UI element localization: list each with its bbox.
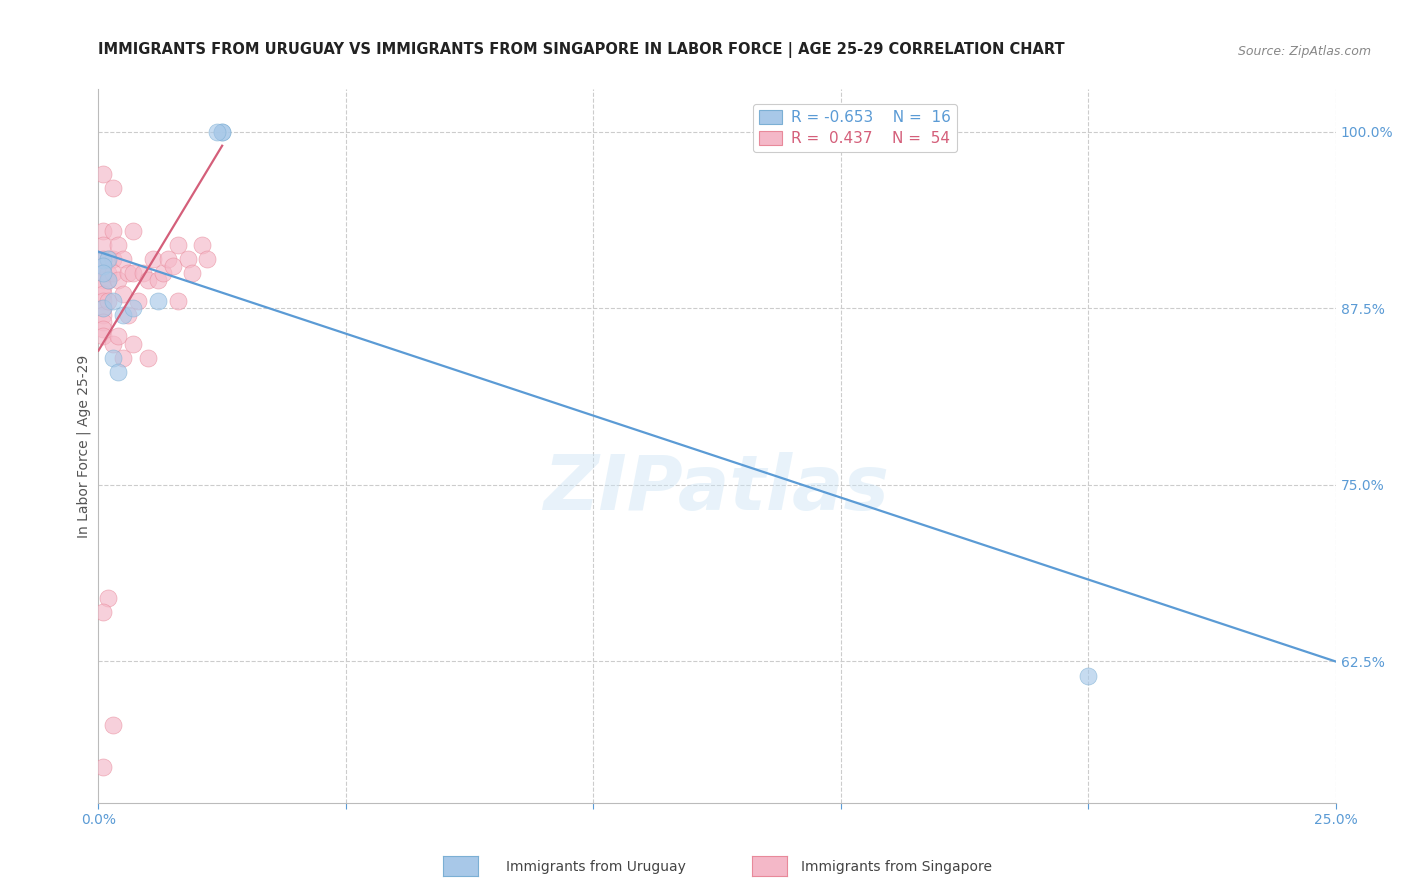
Point	[127, 294, 149, 309]
Point	[112, 351, 135, 365]
Point	[166, 294, 188, 309]
Point	[93, 259, 115, 273]
Text: Immigrants from Singapore: Immigrants from Singapore	[801, 860, 993, 874]
Point	[205, 125, 228, 139]
Point	[1077, 668, 1099, 682]
Text: IMMIGRANTS FROM URUGUAY VS IMMIGRANTS FROM SINGAPORE IN LABOR FORCE | AGE 25-29 : IMMIGRANTS FROM URUGUAY VS IMMIGRANTS FR…	[98, 42, 1066, 58]
Point	[176, 252, 198, 266]
Point	[93, 308, 115, 322]
Point	[146, 294, 169, 309]
Point	[166, 237, 188, 252]
Point	[93, 266, 115, 280]
Point	[103, 336, 125, 351]
Y-axis label: In Labor Force | Age 25-29: In Labor Force | Age 25-29	[77, 354, 91, 538]
Point	[93, 273, 115, 287]
Text: Source: ZipAtlas.com: Source: ZipAtlas.com	[1237, 45, 1371, 58]
Point	[136, 351, 159, 365]
Point	[93, 301, 115, 316]
Point	[103, 351, 125, 365]
Point	[97, 266, 120, 280]
Point	[103, 181, 125, 195]
Point	[93, 315, 115, 329]
Point	[93, 301, 115, 316]
Point	[107, 329, 129, 343]
Legend: R = -0.653    N =  16, R =  0.437    N =  54: R = -0.653 N = 16, R = 0.437 N = 54	[752, 104, 957, 153]
Point	[103, 252, 125, 266]
Point	[93, 259, 115, 273]
Point	[93, 167, 115, 181]
Point	[103, 266, 125, 280]
Point	[162, 259, 184, 273]
Text: ZIPatlas: ZIPatlas	[544, 452, 890, 525]
Point	[97, 273, 120, 287]
Point	[122, 301, 145, 316]
Point	[103, 223, 125, 237]
Point	[112, 252, 135, 266]
Point	[146, 273, 169, 287]
Point	[117, 266, 139, 280]
Point	[136, 273, 159, 287]
Point	[181, 266, 204, 280]
Point	[117, 308, 139, 322]
Text: Immigrants from Uruguay: Immigrants from Uruguay	[506, 860, 686, 874]
Point	[93, 287, 115, 301]
Point	[93, 280, 115, 294]
Point	[112, 287, 135, 301]
Point	[97, 273, 120, 287]
Point	[93, 322, 115, 336]
Point	[142, 252, 165, 266]
Point	[97, 252, 120, 266]
Point	[152, 266, 174, 280]
Point	[103, 718, 125, 732]
Point	[132, 266, 155, 280]
Point	[93, 237, 115, 252]
Point	[107, 273, 129, 287]
Point	[211, 125, 233, 139]
Point	[122, 336, 145, 351]
Point	[93, 294, 115, 309]
Point	[93, 253, 115, 268]
Point	[156, 252, 179, 266]
Point	[93, 760, 115, 774]
Point	[93, 252, 115, 266]
Point	[107, 237, 129, 252]
Point	[93, 329, 115, 343]
Point	[122, 266, 145, 280]
Point	[191, 237, 214, 252]
Point	[97, 294, 120, 309]
Point	[93, 266, 115, 280]
Point	[93, 223, 115, 237]
Point	[103, 294, 125, 309]
Point	[122, 223, 145, 237]
Point	[97, 252, 120, 266]
Point	[97, 591, 120, 605]
Point	[93, 605, 115, 619]
Point	[107, 365, 129, 379]
Point	[195, 252, 218, 266]
Point	[211, 125, 233, 139]
Point	[112, 308, 135, 322]
